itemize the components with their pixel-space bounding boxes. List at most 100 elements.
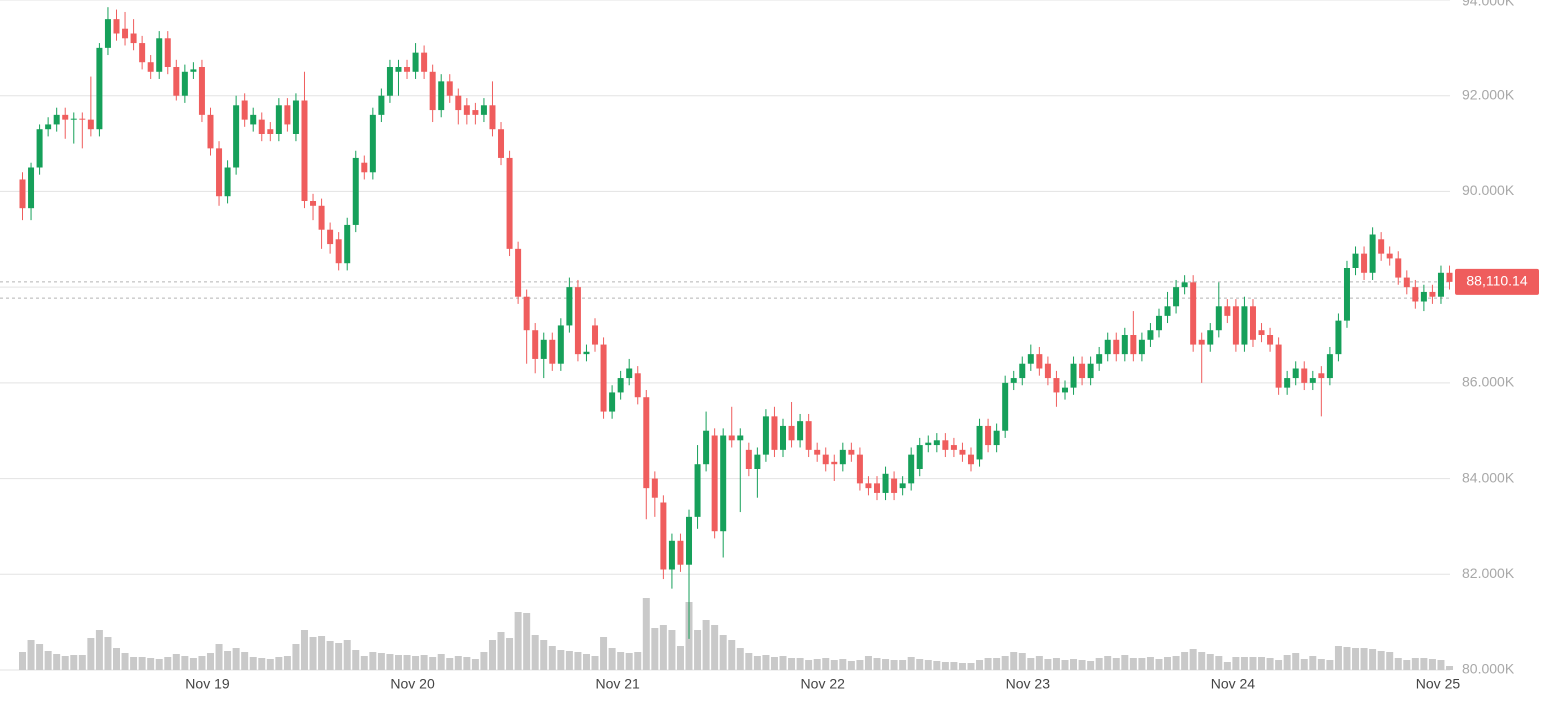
candle-body [814, 449, 821, 455]
volume-bar [283, 656, 291, 670]
candle-body [1121, 335, 1128, 355]
volume-bar [181, 656, 189, 670]
volume-bar [745, 653, 753, 670]
candle-body [378, 95, 385, 115]
candle-body [284, 105, 291, 125]
volume-bar [976, 660, 984, 670]
candle-body [1395, 258, 1402, 278]
candle-body [1412, 287, 1419, 302]
candle-body [472, 110, 479, 115]
volume-bar [753, 656, 761, 670]
candle-body [1318, 373, 1325, 379]
volume-bar [548, 646, 556, 670]
candle-body [1301, 368, 1308, 383]
candle-body [797, 421, 804, 441]
volume-bar [1300, 659, 1308, 670]
volume-bar [343, 640, 351, 670]
candle-body [1173, 287, 1180, 307]
candle-body [198, 67, 205, 115]
candle-body [643, 397, 650, 489]
volume-bar [1317, 659, 1325, 670]
volume-bar [138, 657, 146, 670]
volume-bar [420, 655, 428, 670]
volume-bar [429, 657, 437, 670]
candle-body [677, 540, 684, 565]
volume-bar [1428, 659, 1436, 670]
volume-bar [403, 655, 411, 670]
candle-body [53, 114, 60, 125]
candle-body [711, 435, 718, 532]
candle-body [1096, 354, 1103, 364]
candle-body [1378, 239, 1385, 254]
candle-body [1027, 354, 1034, 364]
volume-bar [1377, 651, 1385, 670]
candle-body [1181, 282, 1188, 288]
volume-bar [941, 662, 949, 670]
volume-bar [1044, 659, 1052, 670]
volume-bar [540, 640, 548, 670]
candle-body [62, 114, 69, 120]
volume-bar [104, 637, 112, 670]
volume-bar [112, 648, 120, 670]
candle-body [617, 378, 624, 393]
volume-bar [1292, 653, 1300, 670]
candle-body [267, 129, 274, 134]
candle-body [908, 454, 915, 484]
candle-body [1386, 253, 1393, 259]
volume-bar [1095, 658, 1103, 670]
candle-body [780, 425, 787, 450]
volume-bar [1027, 658, 1035, 670]
candle-body [976, 425, 983, 460]
volume-bar [1215, 656, 1223, 670]
candle-body [874, 483, 880, 493]
candle-body [1241, 306, 1248, 345]
volume-bar [890, 660, 898, 670]
candle-body [344, 224, 351, 264]
volume-bar [318, 636, 326, 670]
candle-body [694, 464, 701, 517]
candle-body [1326, 354, 1333, 379]
volume-bar [1352, 648, 1360, 670]
candle-body [404, 67, 411, 72]
candle-body [327, 229, 334, 245]
candle-body [1403, 277, 1410, 288]
volume-bar [44, 651, 52, 670]
candle-body [762, 416, 769, 455]
volume-bar [488, 640, 496, 670]
candle-body [361, 162, 368, 173]
candle-body [1053, 378, 1060, 393]
volume-bar [1258, 657, 1266, 670]
volume-bar [27, 640, 35, 670]
candle-body [412, 52, 419, 72]
volume-bar [198, 656, 206, 670]
candle-body [728, 435, 735, 441]
volume-bar [625, 653, 633, 670]
candle-body [865, 483, 872, 489]
volume-bar [1181, 652, 1189, 670]
candle-body [651, 478, 658, 498]
volume-bar [1121, 655, 1129, 670]
candle-body [1147, 330, 1154, 340]
volume-bar [1343, 647, 1351, 670]
volume-bar [676, 646, 684, 670]
volume-bar [1386, 652, 1394, 670]
volume-bar [300, 630, 308, 670]
candle-body [301, 100, 308, 201]
volume-bar [155, 659, 163, 670]
volume-bar [1189, 649, 1197, 670]
candle-body [916, 445, 923, 469]
candle-body [421, 52, 428, 72]
candle-body [1198, 339, 1205, 345]
candle-body [506, 157, 513, 249]
volume-bar [984, 658, 992, 670]
candle-body [1002, 382, 1009, 431]
volume-bar [1198, 652, 1206, 670]
volume-bar [1138, 658, 1146, 670]
candle-body [130, 33, 137, 44]
candle-body [1284, 378, 1291, 388]
candle-body [831, 461, 838, 465]
candle-body [335, 239, 342, 264]
candle-body [122, 28, 129, 39]
candle-body [805, 421, 812, 450]
volume-bar [172, 654, 180, 670]
